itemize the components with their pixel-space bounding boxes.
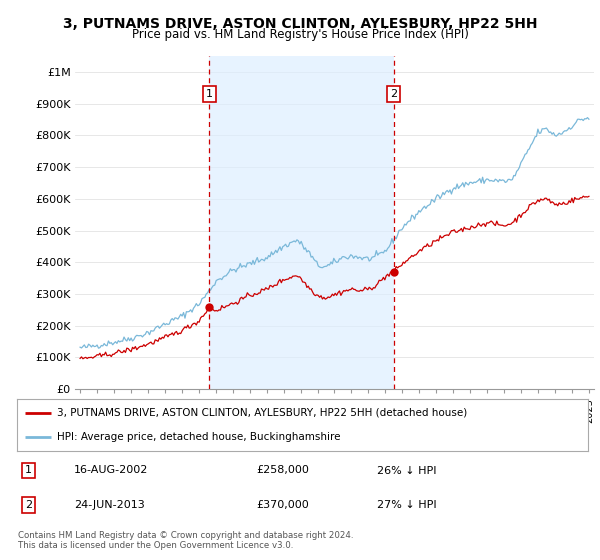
- Text: 26% ↓ HPI: 26% ↓ HPI: [377, 465, 436, 475]
- Text: 3, PUTNAMS DRIVE, ASTON CLINTON, AYLESBURY, HP22 5HH: 3, PUTNAMS DRIVE, ASTON CLINTON, AYLESBU…: [63, 17, 537, 31]
- Text: 24-JUN-2013: 24-JUN-2013: [74, 500, 145, 510]
- Text: £370,000: £370,000: [257, 500, 310, 510]
- Text: 16-AUG-2002: 16-AUG-2002: [74, 465, 148, 475]
- Text: 2: 2: [390, 89, 397, 99]
- Text: 2: 2: [25, 500, 32, 510]
- Text: 1: 1: [25, 465, 32, 475]
- Text: 27% ↓ HPI: 27% ↓ HPI: [377, 500, 436, 510]
- Bar: [209, 56, 394, 389]
- Text: 3, PUTNAMS DRIVE, ASTON CLINTON, AYLESBURY, HP22 5HH (detached house): 3, PUTNAMS DRIVE, ASTON CLINTON, AYLESBU…: [57, 408, 467, 418]
- Text: 1: 1: [206, 89, 213, 99]
- Text: Contains HM Land Registry data © Crown copyright and database right 2024.
This d: Contains HM Land Registry data © Crown c…: [18, 531, 353, 550]
- Text: Price paid vs. HM Land Registry's House Price Index (HPI): Price paid vs. HM Land Registry's House …: [131, 28, 469, 41]
- Text: £258,000: £258,000: [257, 465, 310, 475]
- Text: HPI: Average price, detached house, Buckinghamshire: HPI: Average price, detached house, Buck…: [57, 432, 340, 442]
